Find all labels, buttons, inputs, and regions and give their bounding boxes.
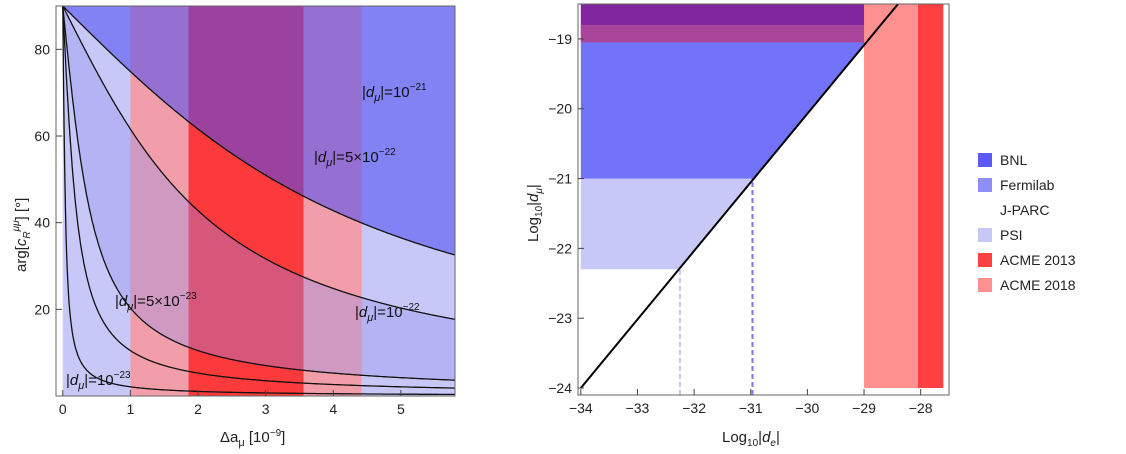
right-ytick-label: −21	[548, 171, 572, 187]
boundary-line	[580, 4, 899, 389]
right-xtick-label: −33	[626, 400, 650, 416]
left-x-axis-label: Δaμ [10−9]	[220, 428, 285, 449]
right-x-axis-label: Log10|de|	[722, 429, 780, 449]
legend-label-1: Fermilab	[1000, 177, 1055, 193]
right-ytick-label: −22	[548, 240, 572, 256]
left-y-axis-label: arg[cRμμ] [°]	[11, 198, 33, 272]
curve-1	[62, 6, 455, 320]
right-plot-frame	[577, 3, 950, 396]
curve-3	[62, 6, 455, 389]
legend-swatch-3	[978, 228, 992, 242]
legend-swatch-4	[978, 253, 992, 267]
region-fermilab	[580, 42, 867, 179]
region-psi	[580, 178, 754, 270]
right-y-axis-label: Log10|dμ|	[525, 184, 545, 242]
left-xtick-label: 3	[262, 401, 270, 417]
curve-4	[62, 6, 455, 396]
region-acme-2013	[917, 4, 944, 389]
right-chart: −34 −33 −32 −31 −30 −29 −28−24−23−22−21−20−19 …	[525, 3, 950, 449]
region-acme-2018	[864, 4, 918, 389]
curve-label-5e-23: |dμ|=5×10−23	[115, 291, 197, 313]
overlap-strip	[580, 24, 881, 43]
left-plot-frame	[55, 5, 456, 397]
curve-label-5e-22: |dμ|=5×10−22	[314, 147, 396, 169]
right-xtick-label: −34	[569, 400, 593, 416]
right-xtick-label: −31	[739, 400, 763, 416]
intermediate-region	[62, 6, 455, 381]
right-ytick-label: −24	[548, 380, 572, 396]
left-xtick-label: 0	[59, 401, 67, 417]
left-ytick-label: 20	[34, 301, 50, 317]
right-ytick-label: −23	[548, 310, 572, 326]
left-xtick-label: 2	[194, 401, 202, 417]
legend-label-3: PSI	[1000, 227, 1023, 243]
legend-swatch-0	[978, 153, 992, 167]
right-xtick-label: −30	[796, 400, 820, 416]
left-ytick-label: 60	[34, 128, 50, 144]
left-ytick-label: 40	[34, 215, 50, 231]
left-xtick-label: 4	[329, 401, 337, 417]
legend-swatch-5	[978, 278, 992, 292]
curve-0	[62, 6, 455, 256]
legend-swatch-1	[978, 178, 992, 192]
right-xtick-label: −29	[852, 400, 876, 416]
left-xtick-label: 5	[397, 401, 405, 417]
right-ytick-label: −20	[548, 101, 572, 117]
left-xtick-label: 1	[126, 401, 134, 417]
right-ytick-label: −19	[548, 31, 572, 47]
legend-label-4: ACME 2013	[1000, 252, 1076, 268]
legend-label-5: ACME 2018	[1000, 277, 1076, 293]
legend-label-2: J-PARC	[1000, 202, 1050, 218]
legend-label-0: BNL	[1000, 152, 1027, 168]
curve-2	[62, 6, 455, 381]
right-xtick-label: −32	[682, 400, 706, 416]
excluded-region-above	[62, 6, 455, 255]
legend: BNL Fermilab J-PARC PSI ACME 2013 ACME 2018	[978, 152, 1076, 293]
right-xtick-label: −28	[909, 400, 933, 416]
left-ytick-label: 80	[34, 41, 50, 57]
